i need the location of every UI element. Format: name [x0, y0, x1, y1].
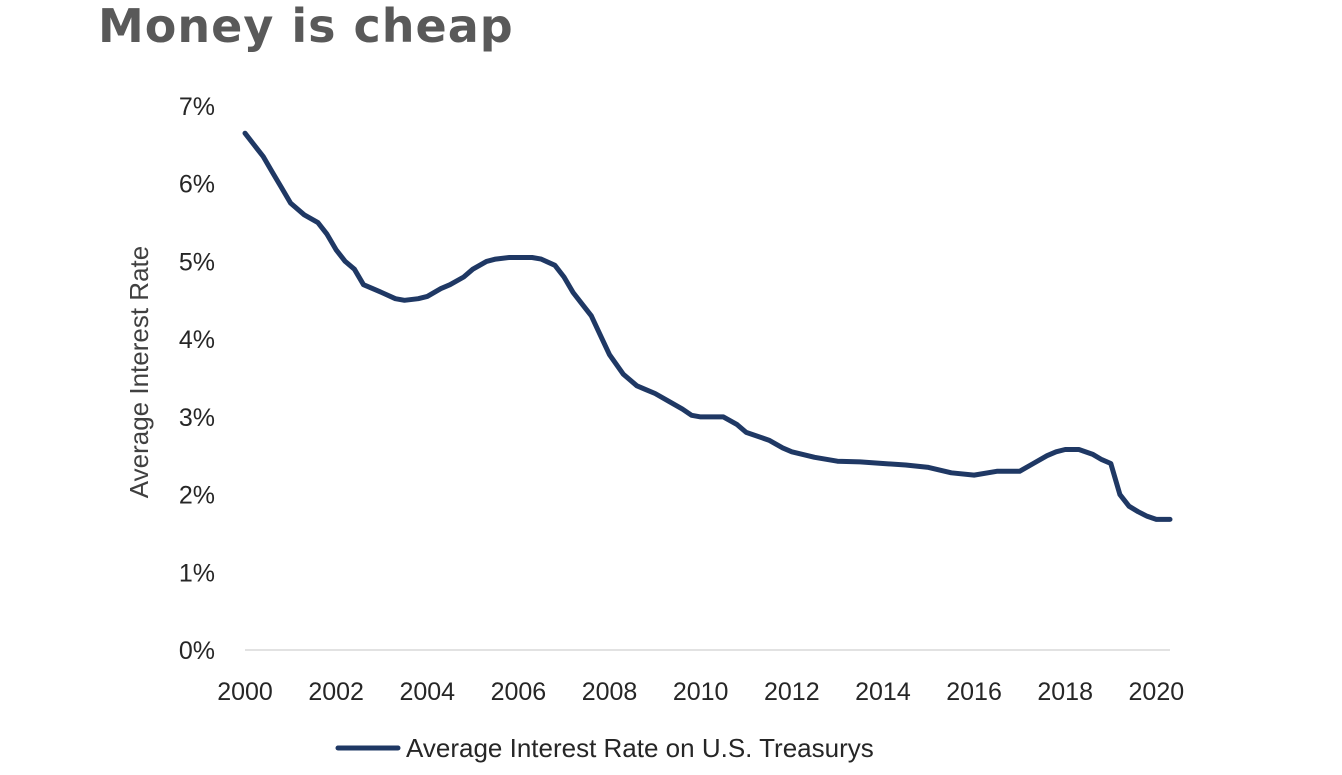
y-tick-label: 6%: [179, 171, 215, 199]
y-tick-label: 7%: [179, 93, 215, 121]
x-tick-label: 2016: [946, 678, 1002, 706]
x-axis-ticks: 2000 2002 2004 2006 2008 2010 2012 2014 2016 2018…: [217, 678, 1184, 706]
x-tick-label: 2008: [582, 678, 638, 706]
y-axis-title: Average Interest Rate: [124, 246, 154, 498]
x-tick-label: 2012: [764, 678, 820, 706]
series-line: [242, 130, 1173, 522]
x-tick-label: 2000: [217, 678, 273, 706]
x-tick-label: 2006: [491, 678, 547, 706]
x-tick-label: 2002: [308, 678, 364, 706]
y-tick-label: 0%: [179, 637, 215, 665]
y-tick-label: 5%: [179, 248, 215, 276]
x-tick-label: 2010: [673, 678, 729, 706]
y-tick-label: 1%: [179, 559, 215, 587]
y-tick-label: 4%: [179, 326, 215, 354]
x-tick-label: 2020: [1129, 678, 1185, 706]
x-tick-label: 2014: [855, 678, 911, 706]
x-tick-label: 2018: [1037, 678, 1093, 706]
series-group: [242, 130, 1173, 522]
page-title: Money is cheap: [98, 0, 514, 53]
legend-label: Average Interest Rate on U.S. Treasurys: [406, 733, 874, 763]
legend: Average Interest Rate on U.S. Treasurys: [335, 733, 874, 763]
x-tick-label: 2004: [399, 678, 455, 706]
y-tick-label: 2%: [179, 482, 215, 510]
y-tick-label: 3%: [179, 404, 215, 432]
y-axis-ticks: 0% 1% 2% 3% 4% 5% 6% 7%: [179, 93, 215, 665]
